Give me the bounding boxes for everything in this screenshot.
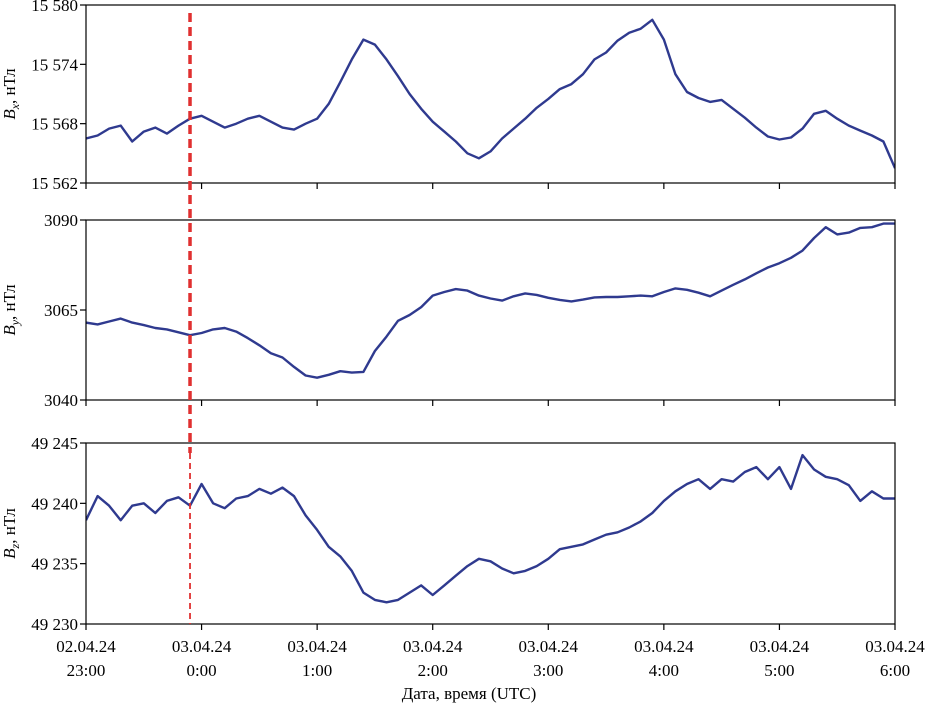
y-tick-label-by: 3090 [44,211,78,230]
y-tick-label-bx: 15 568 [31,115,78,134]
y-axis-title-bx: Bx, нТл [0,68,22,120]
x-tick-time: 0:00 [186,661,216,680]
panel-bz: 49 230 49 235 49 240 49 245 Bz, нТл [0,434,896,634]
y-axis-title-by: By, нТл [0,284,22,336]
y-axis-symbol: B [0,548,19,559]
y-axis-unit: , нТл [0,508,19,544]
y-tick-label-by: 3065 [44,301,78,320]
y-tick-label-bz: 49 240 [31,494,78,513]
x-tick-date: 03.04.24 [865,637,925,656]
x-tick-date: 03.04.24 [287,637,347,656]
x-tick-time: 23:00 [67,661,106,680]
y-axis-unit: , нТл [0,284,19,320]
x-tick-time: 1:00 [302,661,332,680]
x-tick-date: 03.04.24 [172,637,232,656]
panel-frame-bx [85,4,896,184]
x-axis-title: Дата, время (UTC) [402,684,537,703]
series-line-bz [86,453,895,604]
x-axis: 02.04.24 23:00 03.04.24 0:00 03.04.24 1:00 03.… [56,637,925,680]
panel-bx: 15 562 15 568 15 574 15 580 Bx, нТл [0,0,896,193]
x-tick-date: 03.04.24 [519,637,579,656]
y-tick-label-bz: 49 245 [31,434,78,453]
y-axis-symbol: B [0,109,19,120]
y-axis-subscript: x [8,103,22,110]
y-axis-title-bz: Bz, нТл [0,508,22,559]
panel-frame-bz [85,442,896,625]
y-tick-label-bx: 15 580 [31,0,78,15]
x-tick-time: 2:00 [418,661,448,680]
y-tick-label-bz: 49 230 [31,615,78,634]
y-tick-label-bx: 15 562 [31,174,78,193]
x-tick-date: 03.04.24 [634,637,694,656]
x-tick-time: 6:00 [880,661,910,680]
x-tick-date: 03.04.24 [750,637,810,656]
y-tick-label-by: 3040 [44,391,78,410]
x-tick-time: 5:00 [764,661,794,680]
panel-frame-by [85,219,896,401]
y-axis-unit: , нТл [0,68,19,104]
y-axis-subscript: y [8,319,22,326]
y-tick-label-bx: 15 574 [31,55,78,74]
y-tick-label-bz: 49 235 [31,555,78,574]
series-line-by [86,222,895,379]
y-axis-symbol: B [0,325,19,336]
x-tick-date: 02.04.24 [56,637,116,656]
x-tick-time: 4:00 [649,661,679,680]
series-line-bx [86,18,895,169]
x-tick-time: 3:00 [533,661,563,680]
panel-by: 3040 3065 3090 By, нТл [0,211,896,410]
y-axis-subscript: z [8,543,22,549]
x-tick-date: 03.04.24 [403,637,463,656]
